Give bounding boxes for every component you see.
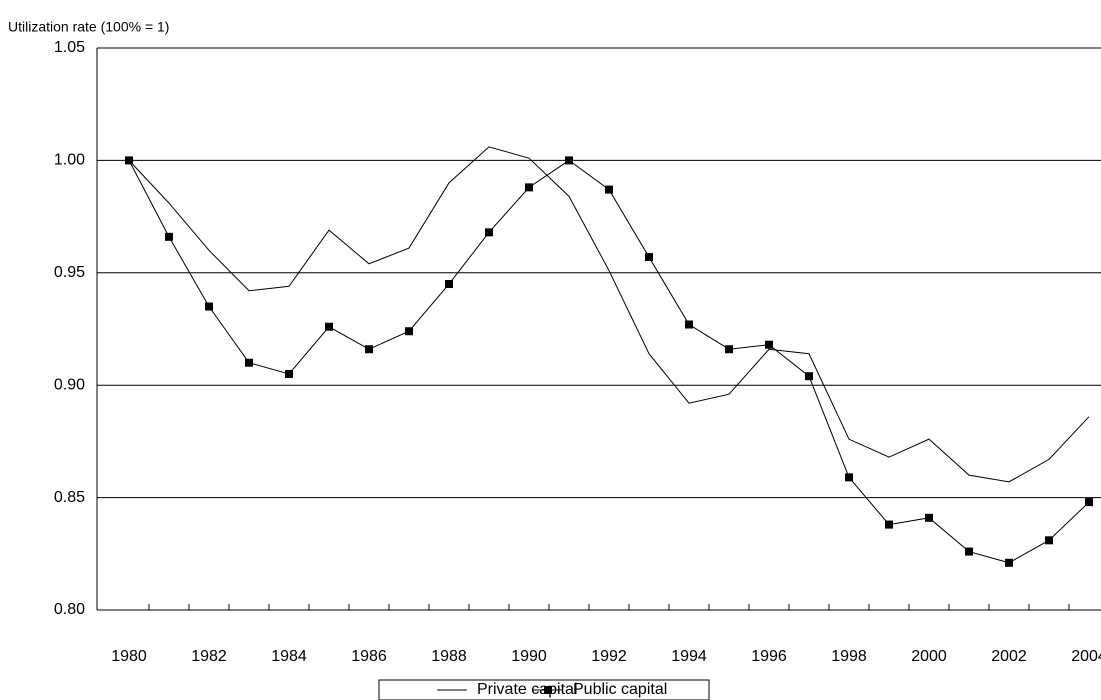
y-tick-label: 0.90: [54, 376, 85, 393]
point-marker: [1085, 498, 1093, 507]
y-tick-label: 0.80: [54, 601, 85, 618]
point-marker: [445, 280, 453, 289]
x-tick-label: 2000: [911, 648, 947, 665]
point-marker: [365, 345, 373, 354]
point-marker: [525, 183, 533, 192]
point-marker: [405, 327, 413, 336]
point-marker: [165, 232, 173, 241]
y-tick-label: 0.95: [54, 264, 85, 281]
point-marker: [645, 253, 653, 262]
point-marker: [325, 322, 333, 331]
x-tick-label: 1988: [431, 648, 467, 665]
x-tick-label: 1998: [831, 648, 867, 665]
legend-marker: [544, 686, 552, 694]
series-line: [128, 159, 1090, 564]
series-line: [128, 146, 1090, 483]
x-tick-label: 2004: [1071, 648, 1101, 665]
point-marker: [285, 369, 293, 378]
point-marker: [565, 156, 573, 165]
x-tick-label: 1986: [351, 648, 387, 665]
point-marker: [685, 320, 693, 329]
point-marker: [925, 513, 933, 522]
x-tick-label: 2002: [991, 648, 1027, 665]
point-marker: [885, 520, 893, 529]
x-tick-label: 1994: [671, 648, 707, 665]
legend-label: Private capital: [477, 681, 578, 698]
point-marker: [1045, 536, 1053, 545]
point-marker: [725, 345, 733, 354]
point-marker: [805, 372, 813, 381]
legend-label: Public capital: [573, 681, 667, 698]
point-marker: [965, 547, 973, 556]
point-marker: [205, 302, 213, 311]
legend-box: [378, 679, 710, 700]
point-marker: [125, 156, 133, 165]
point-marker: [605, 185, 613, 194]
x-tick-label: 1984: [271, 648, 307, 665]
x-tick-label: 1980: [111, 648, 147, 665]
point-marker: [1005, 558, 1013, 567]
y-axis-label: Utilization rate (100% = 1): [8, 19, 169, 35]
x-tick-label: 1990: [511, 648, 547, 665]
point-marker: [485, 228, 493, 237]
y-tick-label: 0.85: [54, 489, 85, 506]
x-tick-label: 1996: [751, 648, 787, 665]
x-tick-label: 1992: [591, 648, 627, 665]
point-marker: [765, 340, 773, 349]
y-tick-label: 1.05: [54, 39, 85, 56]
x-tick-label: 1982: [191, 648, 227, 665]
point-marker: [245, 358, 253, 367]
point-marker: [845, 473, 853, 482]
y-tick-label: 1.00: [54, 152, 85, 169]
